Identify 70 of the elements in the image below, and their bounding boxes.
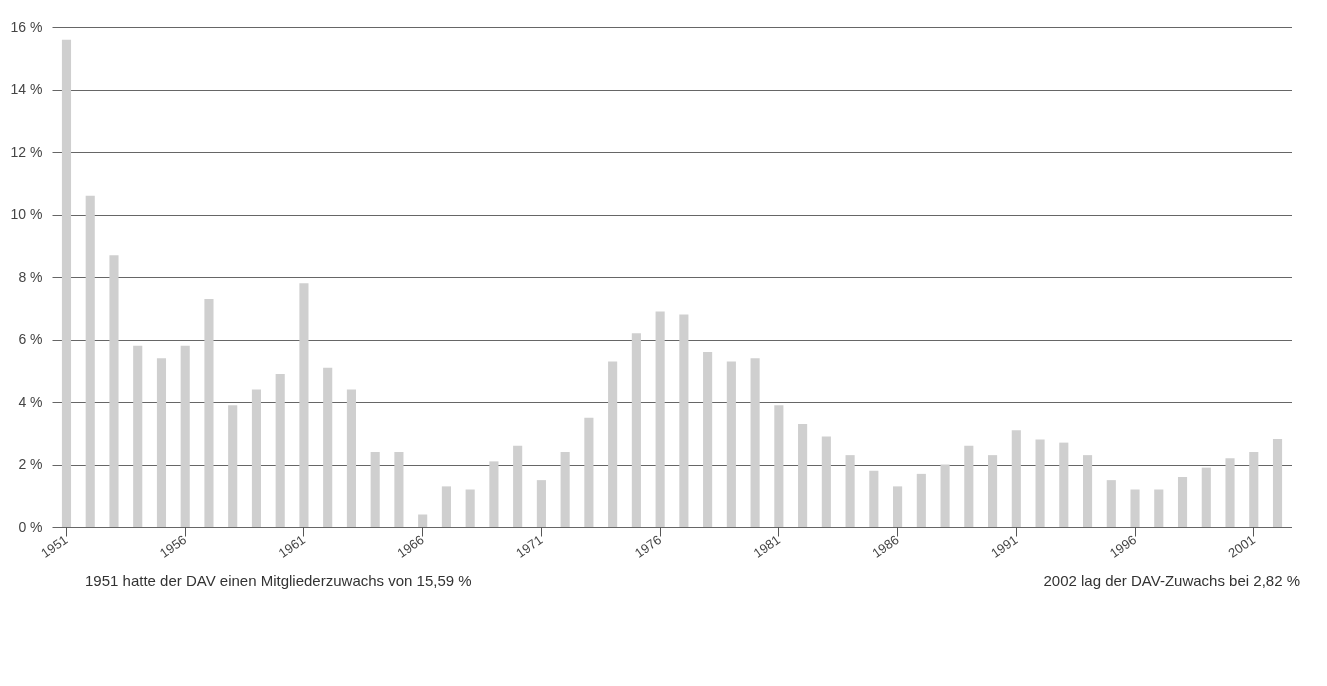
bar: [275, 373, 285, 527]
bar: [964, 445, 974, 527]
y-tick-label: 16 %: [10, 18, 43, 35]
x-tick-label: 1981: [750, 531, 783, 561]
y-tick-label: 12 %: [10, 143, 43, 160]
bar: [703, 352, 713, 527]
bar: [513, 445, 523, 527]
bar: [323, 367, 333, 527]
bar: [1130, 489, 1140, 527]
bar: [299, 283, 309, 527]
bar: [1011, 430, 1021, 527]
bar: [1035, 439, 1045, 527]
bar: [750, 358, 760, 527]
x-tick-label: 1971: [513, 531, 546, 561]
bar: [346, 389, 356, 527]
bar: [608, 361, 618, 527]
bar: [1201, 467, 1211, 527]
bar: [370, 452, 380, 527]
x-tick-label: 1996: [1106, 531, 1140, 561]
bar: [156, 358, 167, 527]
bar: [489, 461, 499, 527]
bar: [109, 255, 119, 527]
y-tick-label: 10 %: [10, 206, 43, 222]
bar: [441, 486, 451, 527]
bar: [1059, 442, 1069, 527]
bar: [655, 311, 665, 527]
bar: [940, 464, 950, 527]
bar: [1106, 480, 1116, 527]
x-tick-label: 1976: [631, 531, 665, 561]
bar: [845, 455, 855, 527]
bar: [821, 436, 831, 527]
bar: [180, 345, 190, 527]
text: 2002 lag der DAV-Zuwachs bei 2,82 %: [1043, 572, 1300, 589]
bar: [679, 314, 689, 527]
bar: [418, 514, 428, 527]
bar: [916, 473, 926, 527]
bar: [1225, 458, 1235, 527]
text: 1951 hatte der DAV einen Mitgliederzuwachs von 15,59 %: [85, 572, 472, 589]
bar: [798, 423, 808, 527]
bar: [893, 486, 903, 527]
x-tick-label: 1991: [988, 531, 1021, 561]
bar: [584, 417, 594, 527]
bar: [560, 452, 570, 527]
bar: [536, 480, 546, 527]
bar: [465, 489, 475, 527]
bar: [1154, 489, 1164, 527]
bar: [774, 405, 784, 527]
bar: [228, 405, 238, 527]
bar: [61, 39, 72, 527]
y-tick-label: 6 %: [18, 331, 43, 347]
bar: [988, 455, 998, 527]
bar: [133, 345, 143, 527]
bar: [1177, 477, 1188, 527]
bar: [1272, 438, 1283, 527]
bar: [869, 470, 879, 527]
y-tick-label: 14 %: [10, 81, 43, 97]
y-tick-label: 8 %: [18, 268, 43, 285]
x-tick-label: 1956: [156, 531, 190, 561]
bar: [631, 333, 641, 527]
bar: [204, 298, 214, 527]
y-tick-label: 4 %: [18, 393, 43, 410]
bar: [1249, 452, 1259, 527]
y-tick-label: 2 %: [18, 456, 43, 472]
bar: [726, 361, 736, 527]
bar: [251, 389, 262, 527]
bar: [1082, 455, 1093, 527]
x-tick-label: 1961: [275, 531, 308, 561]
bar: [85, 195, 95, 527]
x-tick-label: 2001: [1225, 531, 1258, 561]
bar: [394, 452, 404, 527]
